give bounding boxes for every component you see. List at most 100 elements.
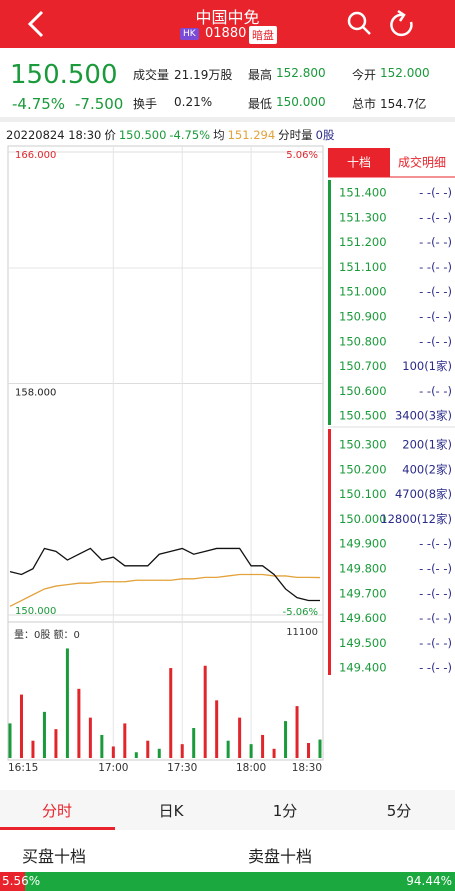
info-price: 150.500 [118,128,167,142]
info-avg-label: 均 [213,128,225,142]
volume-bar [192,728,196,758]
refresh-button[interactable] [390,9,413,37]
book-qty: - -(- -) [419,562,452,576]
book-qty: - -(- -) [419,537,452,551]
book-price: 150.600 [339,384,387,398]
volume-bar [146,740,150,758]
book-price: 150.800 [339,334,387,348]
x-tick-label: 18:30 [292,762,322,774]
book-qty: - -(- -) [419,661,452,675]
bid-side-bar [328,429,331,675]
tab[interactable]: 1分 [272,802,298,820]
book-price: 149.900 [339,537,387,551]
volume-label: 量：0股 额：0 [14,628,80,641]
volume-bar [272,748,276,758]
tab-indicator [0,827,115,830]
book-price: 150.000 [339,512,387,526]
book-tab[interactable]: 十档 [347,156,371,170]
book-qty: - -(- -) [419,384,452,398]
book-price: 149.500 [339,636,387,650]
x-tick-label: 18:00 [236,762,266,774]
volume-bar [307,743,311,758]
back-button[interactable] [27,10,44,38]
volume-bar [77,688,81,758]
tab[interactable]: 5分 [386,802,412,820]
stat-value: 154.7亿 [380,97,427,111]
book-price: 150.100 [339,487,387,501]
tab[interactable]: 分时 [41,802,72,820]
volume-bar [318,739,322,758]
volume-bar [54,729,58,758]
buy-ratio [0,872,26,891]
book-price: 151.200 [339,235,387,249]
book-tab[interactable]: 成交明细 [398,155,446,170]
stat-label: 今开 [352,68,377,82]
book-qty: 3400(3家) [395,409,452,423]
book-price: 149.700 [339,586,387,600]
sell-ratio-label: 94.44% [406,874,452,888]
volume-bar [42,711,46,758]
volume-bar [65,648,69,758]
volume-bar [134,752,138,758]
book-qty: - -(- -) [419,235,452,249]
tab-bar [0,790,455,830]
stat-label: 最高 [248,68,273,82]
info-line: 20220824 18:30 价 150.500 -4.75% 均 151.294 分时量 0… [6,127,337,143]
sell-ratio [25,872,455,891]
book-price: 149.600 [339,611,387,625]
volume-tick-label: 11100 [286,627,318,638]
y2-tick-label: 5.06% [286,150,318,161]
stat-value: 152.000 [380,66,430,80]
book-price: 151.100 [339,260,387,274]
search-button[interactable] [347,11,371,35]
chart: 150.000 158.000 166.000 -5.06% 5.06% 16:15 17:… [7,145,455,774]
price-line [9,573,321,607]
book-price: 150.300 [339,438,387,452]
y-tick-label: 166.000 [15,150,56,161]
book-price: 150.700 [339,359,387,373]
book-qty: - -(- -) [419,210,452,224]
volume-bar [180,744,184,758]
stock-code: 01880 [205,26,247,41]
volume-bar [88,717,92,758]
book-qty: - -(- -) [419,285,452,299]
market-badge: HK [180,28,199,40]
book-qty: - -(- -) [419,334,452,348]
book-qty: - -(- -) [419,586,452,600]
volume-bar [157,748,161,758]
info-avg: 151.294 [227,128,276,142]
book-price: 150.900 [339,310,387,324]
volume-bar [19,694,23,758]
volume-bar [100,734,104,758]
volume-bar [295,706,299,758]
volume-bar [123,723,127,758]
book-price: 149.400 [339,661,387,675]
stat-label: 换手 [133,97,158,111]
book-qty: - -(- -) [419,611,452,625]
y2-tick-label: -5.06% [283,607,318,618]
stat-value: 150.000 [276,95,326,109]
book-qty: - -(- -) [419,186,452,200]
book-price: 150.200 [339,462,387,476]
volume-bar [31,740,35,758]
dark-pool-tag: 暗盘 [249,26,277,44]
y-tick-label: 150.000 [15,606,56,617]
volume-bar [238,717,242,758]
book-qty: - -(- -) [419,260,452,274]
volume-bar [111,746,115,758]
book-price: 150.500 [339,409,387,423]
stock-name: 中国中免 [195,8,260,27]
x-tick-label: 16:15 [8,762,38,774]
top-icons [27,9,413,38]
volume-bar [8,723,12,758]
volume-bar [284,721,288,758]
tab[interactable]: 日K [158,802,184,820]
stat-value: 0.21% [174,95,213,109]
bid-depth-title: 买盘十档 [22,847,87,866]
book-qty: 12800(12家) [380,512,452,526]
volume-bar [226,740,230,758]
chart-frame [7,145,324,761]
volume-bar [203,665,207,758]
book-qty: 200(1家) [402,438,452,452]
